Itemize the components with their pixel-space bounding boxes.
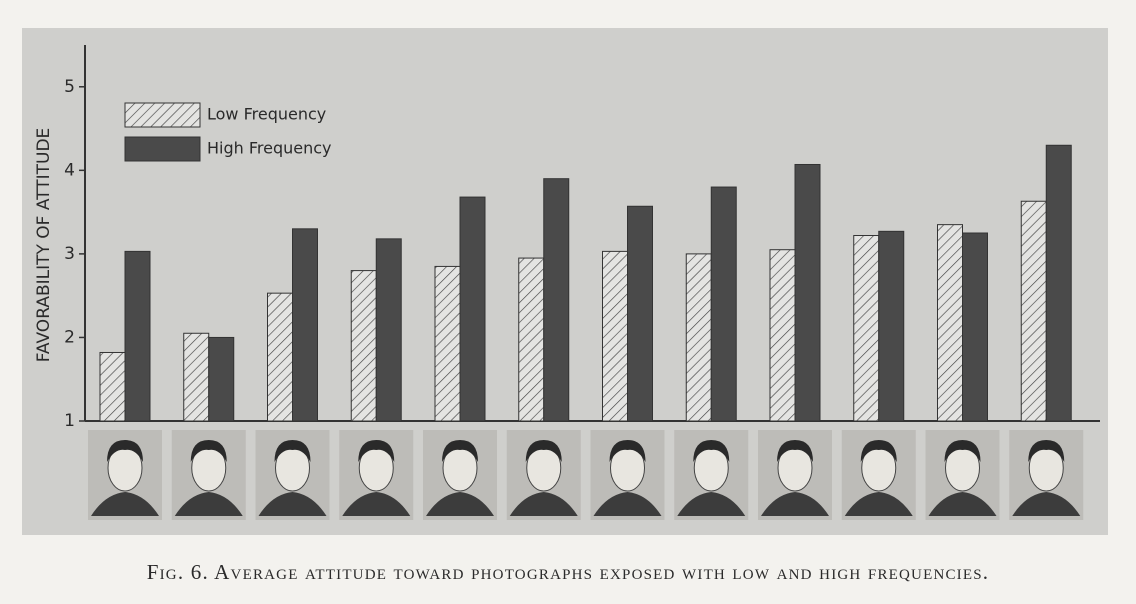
bar	[183, 332, 210, 422]
y-tick-label: 2	[64, 327, 75, 347]
photo-hair	[693, 440, 730, 462]
bar	[99, 351, 126, 422]
bar	[459, 196, 486, 422]
photo-shoulders	[593, 492, 662, 516]
legend-label: Low Frequency	[207, 105, 326, 124]
photo-hair	[442, 440, 478, 462]
photo-hair	[1028, 440, 1065, 462]
bar	[710, 186, 737, 422]
bar	[518, 257, 545, 422]
photo-hair	[860, 440, 897, 462]
photo-hair	[609, 440, 646, 462]
legend-swatch	[124, 102, 201, 128]
photo-hair	[190, 440, 227, 462]
bar	[375, 238, 402, 422]
legend-label: High Frequency	[207, 139, 332, 158]
bar	[543, 178, 570, 422]
photo-hair	[107, 440, 143, 462]
photo-hair	[944, 440, 981, 462]
y-axis-label: FAVORABILITY OF ATTITUDE	[34, 128, 54, 363]
bar	[602, 250, 628, 422]
photo-hair	[274, 440, 311, 462]
bar	[853, 235, 880, 422]
caption: Fig. 6. Average attitude toward photogra…	[147, 560, 990, 584]
bar	[292, 228, 318, 422]
photo-hair	[525, 440, 562, 462]
bar	[685, 253, 712, 422]
photo-shoulders	[174, 492, 243, 516]
bar	[124, 250, 151, 422]
y-tick-label: 5	[64, 77, 75, 97]
bar	[350, 270, 377, 422]
photo-shoulders	[342, 492, 411, 516]
bar	[1020, 200, 1047, 422]
bar	[627, 205, 653, 422]
photo-shoulders	[677, 492, 746, 516]
bar	[267, 292, 293, 422]
photo-shoulders	[426, 492, 494, 516]
photo-shoulders	[928, 492, 997, 516]
bar	[769, 249, 796, 422]
bar	[434, 265, 461, 422]
photo-shoulders	[1012, 492, 1081, 516]
bar	[208, 336, 235, 422]
legend-swatch	[124, 136, 201, 162]
y-tick-label: 1	[64, 411, 75, 431]
bar	[1045, 144, 1072, 422]
photo-shoulders	[258, 492, 327, 516]
bar	[962, 232, 988, 422]
bar	[937, 224, 963, 422]
y-tick-label: 3	[64, 244, 75, 264]
photo-shoulders	[509, 492, 578, 516]
photo-hair	[358, 440, 395, 462]
y-tick-label: 4	[64, 160, 75, 180]
photo-shoulders	[844, 492, 913, 516]
bar	[794, 163, 821, 422]
photo-shoulders	[761, 492, 829, 516]
bar	[878, 230, 905, 422]
photo-shoulders	[91, 492, 159, 516]
photo-hair	[777, 440, 813, 462]
